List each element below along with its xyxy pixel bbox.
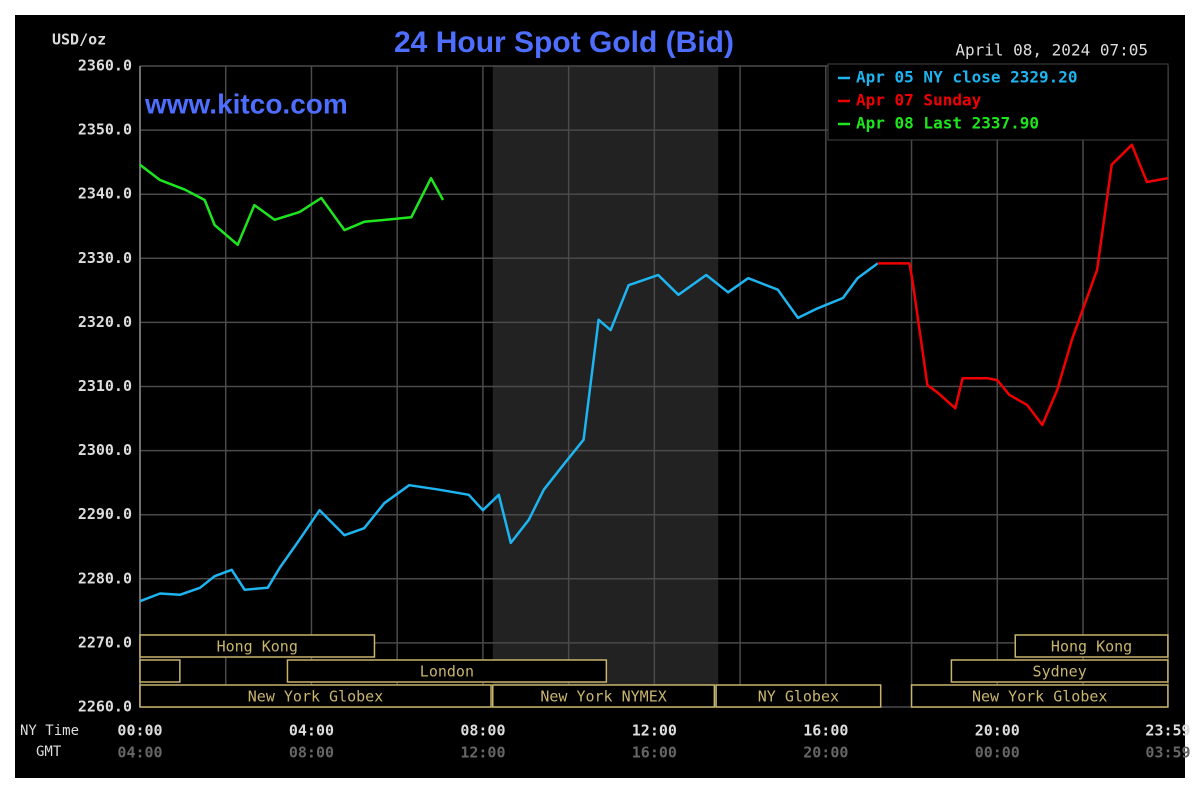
x2-tick-label: 04:00 xyxy=(117,744,162,762)
y-tick-label: 2360.0 xyxy=(78,57,132,75)
legend-box xyxy=(827,63,1169,141)
y-tick-label: 2340.0 xyxy=(78,185,132,203)
y-tick-label: 2300.0 xyxy=(78,441,132,459)
chart-title: 24 Hour Spot Gold (Bid) xyxy=(394,26,734,59)
session-label: NY Globex xyxy=(758,688,839,706)
y-tick-label: 2290.0 xyxy=(78,505,132,523)
session-box xyxy=(950,659,1169,683)
series-line xyxy=(139,262,879,603)
session-label: New York NYMEX xyxy=(540,688,666,706)
x2-tick-label: 16:00 xyxy=(632,744,677,762)
session-label: London xyxy=(420,663,474,681)
series-line xyxy=(877,143,1169,427)
x-tick-label: 23:59 xyxy=(1145,722,1190,740)
session-box xyxy=(139,634,376,658)
x-tick-label: 12:00 xyxy=(632,722,677,740)
session-label: Hong Kong xyxy=(1051,638,1132,656)
session-box xyxy=(139,684,492,708)
x2-tick-label: 08:00 xyxy=(289,744,334,762)
x2-tick-label: 03:59 xyxy=(1145,744,1190,762)
session-label: Sydney xyxy=(1033,663,1087,681)
x-axis-label: NY Time xyxy=(20,723,79,739)
y-tick-label: 2320.0 xyxy=(78,313,132,331)
x2-axis-label: GMT xyxy=(36,744,62,760)
y-tick-label: 2260.0 xyxy=(78,698,132,716)
y-unit-label: USD/oz xyxy=(52,31,106,49)
timestamp: April 08, 2024 07:05 xyxy=(955,41,1148,60)
plot xyxy=(139,65,1169,708)
x-tick-label: 00:00 xyxy=(117,722,162,740)
legend-entry: Apr 05 NY close 2329.20 xyxy=(856,68,1078,87)
session-box xyxy=(1014,634,1169,658)
session-label: Hong Kong xyxy=(217,638,298,656)
session-label: New York Globex xyxy=(248,688,383,706)
x-tick-label: 20:00 xyxy=(975,722,1020,740)
x-tick-label: 04:00 xyxy=(289,722,334,740)
x-tick-label: 16:00 xyxy=(803,722,848,740)
legend-entry: Apr 08 Last 2337.90 xyxy=(856,114,1039,133)
x2-tick-label: 20:00 xyxy=(803,744,848,762)
y-tick-label: 2280.0 xyxy=(78,569,132,587)
series-line xyxy=(139,163,445,247)
x2-tick-label: 00:00 xyxy=(975,744,1020,762)
session-label: New York Globex xyxy=(972,688,1107,706)
y-tick-label: 2270.0 xyxy=(78,633,132,651)
session-box xyxy=(715,684,882,708)
x-tick-label: 08:00 xyxy=(460,722,505,740)
session-box xyxy=(286,659,608,683)
legend-entry: Apr 07 Sunday xyxy=(856,91,982,110)
x2-tick-label: 12:00 xyxy=(460,744,505,762)
session-box xyxy=(910,684,1169,708)
session-box xyxy=(139,659,181,683)
y-tick-label: 2330.0 xyxy=(78,249,132,267)
y-tick-label: 2350.0 xyxy=(78,121,132,139)
watermark: www.kitco.com xyxy=(144,88,348,119)
y-tick-label: 2310.0 xyxy=(78,377,132,395)
session-box xyxy=(492,684,716,708)
